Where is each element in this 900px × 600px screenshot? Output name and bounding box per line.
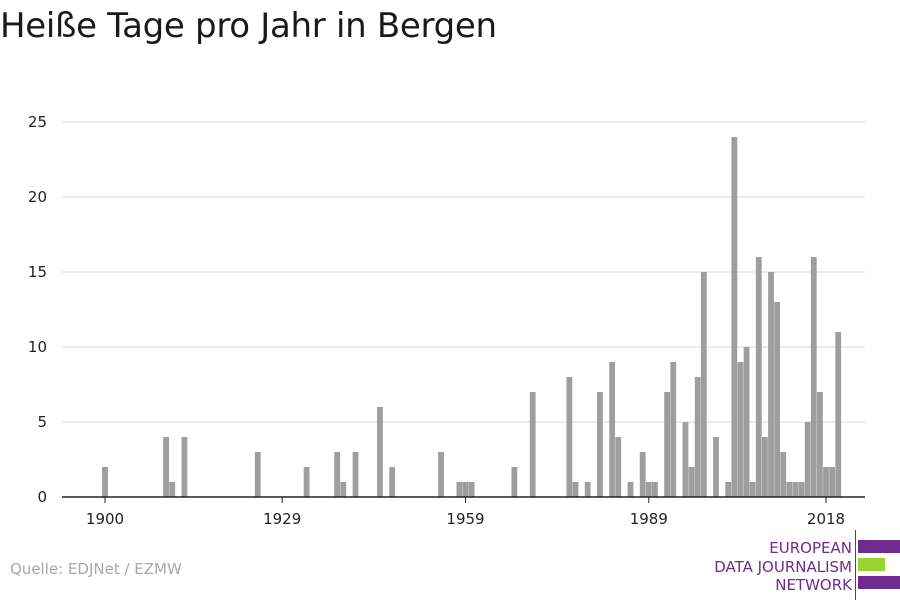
source-note: Quelle: EDJNet / EZMW	[10, 560, 182, 578]
x-tick-label: 2018	[807, 510, 845, 528]
x-tick-label: 1959	[446, 510, 484, 528]
bar-1995	[682, 422, 689, 497]
bar-1959	[462, 482, 469, 497]
bar-1981	[597, 392, 603, 497]
gridlines	[62, 121, 865, 423]
bar-2019	[829, 467, 836, 497]
bar-1945	[377, 407, 383, 497]
bar-1925	[254, 452, 261, 497]
y-tick-label: 0	[37, 488, 47, 506]
bar-1988	[639, 452, 646, 497]
logo-bar-green	[858, 558, 885, 571]
bar-1913	[181, 437, 188, 497]
bar-1970	[529, 392, 536, 497]
axes	[62, 496, 865, 503]
bar-1976	[566, 377, 573, 497]
bar-1947	[389, 467, 396, 497]
logo-line-1: EUROPEAN	[769, 539, 852, 557]
bar-1990	[652, 482, 658, 497]
bar-1989	[645, 482, 652, 497]
bar-1984	[615, 437, 622, 497]
bar-2016	[810, 257, 817, 497]
bar-1911	[169, 482, 176, 497]
bar-1986	[627, 482, 634, 497]
x-tick-label: 1900	[86, 510, 124, 528]
bar-1993	[670, 362, 677, 497]
bar-1998	[700, 272, 707, 497]
bar-1996	[688, 467, 695, 497]
bar-2011	[780, 452, 787, 497]
bar-2009	[768, 272, 774, 497]
logo-line-2: DATA JOURNALISM	[714, 558, 852, 576]
bar-2010	[774, 302, 781, 497]
y-tick-label: 20	[28, 188, 47, 206]
bar-1983	[609, 362, 616, 497]
bar-1967	[511, 467, 518, 497]
bar-2005	[743, 347, 750, 497]
y-tick-label: 25	[28, 113, 47, 131]
bar-1910	[163, 437, 170, 497]
bar-1960	[468, 482, 475, 497]
bar-1941	[352, 452, 359, 497]
bar-2000	[713, 437, 719, 497]
x-tick-labels: 1900 1929 1959 1989 2018	[86, 510, 845, 528]
bar-1938	[334, 452, 341, 497]
bar-1900	[102, 467, 108, 497]
bar-2012	[786, 482, 793, 497]
y-tick-label: 10	[28, 338, 47, 356]
bar-2006	[749, 482, 756, 497]
bars	[102, 137, 842, 497]
bar-2020	[835, 332, 842, 497]
bar-2002	[725, 482, 732, 497]
logo-divider	[855, 530, 856, 600]
edjnet-logo: EUROPEAN DATA JOURNALISM NETWORK	[700, 530, 900, 600]
bar-1955	[438, 452, 444, 497]
chart-title: Heiße Tage pro Jahr in Bergen	[0, 6, 497, 46]
bar-1992	[664, 392, 671, 497]
x-tick-label: 1929	[263, 510, 301, 528]
bar-1939	[340, 482, 347, 497]
bar-1977	[572, 482, 579, 497]
y-tick-labels: 0 5 10 15 20 25	[28, 113, 47, 506]
bar-1979	[584, 482, 591, 497]
x-tick-label: 1989	[630, 510, 668, 528]
bar-2014	[798, 482, 805, 497]
logo-bar-purple-top	[858, 540, 900, 553]
bar-2015	[804, 422, 811, 497]
logo-line-3: NETWORK	[775, 576, 852, 594]
bar-2017	[816, 392, 823, 497]
bar-2008	[761, 437, 768, 497]
bar-1933	[303, 467, 310, 497]
bar-2013	[792, 482, 799, 497]
bar-2018	[823, 467, 829, 497]
bar-1958	[456, 482, 463, 497]
bar-1997	[694, 377, 701, 497]
y-tick-label: 15	[28, 263, 47, 281]
logo-bar-purple-bottom	[858, 576, 900, 589]
bar-2003	[731, 137, 738, 497]
bar-2004	[737, 362, 744, 497]
y-tick-label: 5	[37, 413, 47, 431]
bar-2007	[755, 257, 762, 497]
